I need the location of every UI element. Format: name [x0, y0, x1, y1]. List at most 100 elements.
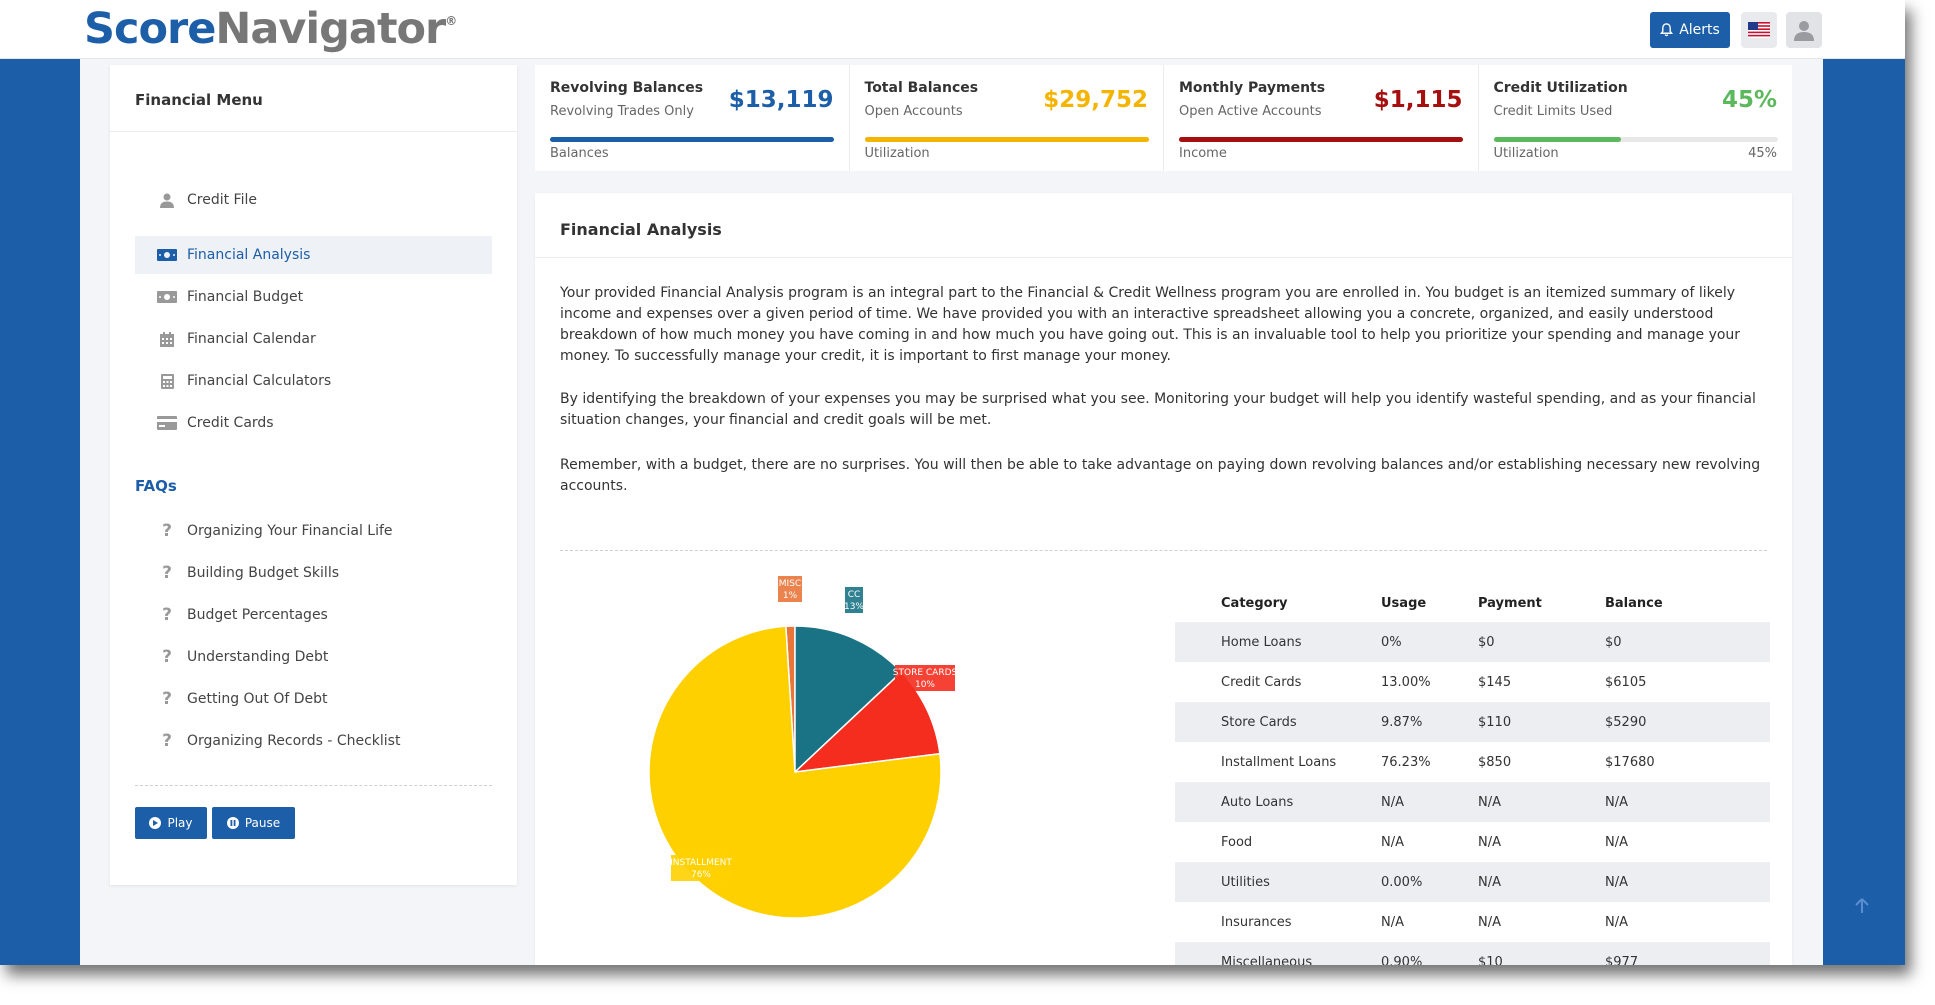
financial-menu-title: Financial Menu [135, 91, 263, 109]
stat-label: Revolving Balances [550, 80, 704, 96]
bell-icon [1660, 23, 1674, 37]
menu-item-financial-calendar[interactable]: Financial Calendar [135, 320, 492, 358]
logo-part-2: Navigator [215, 4, 446, 54]
table-cell: Home Loans [1175, 622, 1381, 662]
table-row: Food N/A N/A N/A [1175, 822, 1770, 862]
user-avatar-icon [1794, 21, 1814, 41]
menu-item-credit-file[interactable]: Credit File [135, 181, 492, 219]
table-cell: Insurances [1221, 914, 1292, 930]
pie-label-value: 13% [844, 602, 864, 612]
table-cell: N/A [1381, 834, 1404, 850]
table-cell: $10 [1478, 942, 1605, 965]
stat-total-balances: Total Balances Open Accounts $29,752 Uti… [850, 65, 1164, 171]
stat-revolving-balances: Revolving Balances Revolving Trades Only… [535, 65, 850, 171]
pause-button[interactable]: Pause [212, 807, 295, 839]
menu-item-financial-budget[interactable]: Financial Budget [135, 278, 492, 316]
table-cell: Miscellaneous [1175, 942, 1381, 965]
calculator-icon [157, 373, 177, 389]
table-cell: N/A [1478, 782, 1605, 822]
table-cell: N/A [1605, 782, 1770, 822]
table-cell: N/A [1478, 862, 1605, 902]
calendar-icon [157, 331, 177, 347]
pie-label-cc: CC 13% [844, 587, 864, 613]
table-cell: N/A [1605, 862, 1770, 902]
stat-sublabel: Credit Limits Used [1493, 104, 1613, 119]
table-cell: Store Cards [1175, 702, 1381, 742]
stat-progress-track [1493, 137, 1778, 142]
column-header[interactable]: Payment [1478, 595, 1542, 611]
stat-footer: Utilization [864, 146, 930, 161]
intro-paragraph: Your provided Financial Analysis program… [560, 285, 1741, 364]
stat-sublabel: Revolving Trades Only [550, 104, 694, 119]
table-cell: $145 [1478, 674, 1512, 690]
faq-item[interactable]: ? Building Budget Skills [135, 558, 492, 588]
table-cell: Credit Cards [1221, 674, 1302, 690]
column-header[interactable]: Balance [1605, 595, 1663, 611]
stat-footer: Income [1179, 146, 1227, 161]
menu-item-financial-analysis[interactable]: Financial Analysis [135, 236, 492, 274]
menu-item-label: Credit File [187, 192, 257, 208]
menu-item-label: Financial Calculators [187, 373, 332, 389]
menu-item-label: Financial Budget [187, 289, 304, 305]
menu-item-financial-calculators[interactable]: Financial Calculators [135, 362, 492, 400]
table-row: Utilities 0.00% N/A N/A [1175, 862, 1770, 902]
table-cell: N/A [1381, 782, 1478, 822]
faq-item[interactable]: ? Getting Out Of Debt [135, 684, 492, 714]
stat-sublabel: Open Active Accounts [1179, 104, 1322, 119]
alerts-button[interactable]: Alerts [1650, 12, 1730, 48]
pie-label-name: MISC [779, 579, 801, 589]
stat-value: 45% [1721, 87, 1777, 113]
stat-footer: Balances [550, 146, 609, 161]
stat-value: $1,115 [1373, 87, 1463, 113]
stat-footer: Utilization [1493, 146, 1559, 161]
table-row: Credit Cards 13.00% $145 $6105 [1175, 662, 1770, 702]
scroll-to-top-button[interactable] [1851, 895, 1873, 917]
arrow-up-icon [1855, 898, 1869, 913]
pause-label: Pause [244, 816, 281, 830]
pie-slice-installment[interactable] [648, 625, 942, 919]
alerts-label: Alerts [1679, 22, 1720, 38]
budget-table: Category Usage Payment Balance Home Loan… [1175, 584, 1770, 965]
credit-card-icon [157, 416, 177, 430]
question-icon: ? [162, 605, 172, 625]
financial-menu-panel: Financial Menu Credit File Financial Ana… [110, 65, 517, 885]
table-cell: 0% [1381, 622, 1478, 662]
user-menu-button[interactable] [1786, 12, 1822, 48]
faq-label: Understanding Debt [187, 649, 329, 665]
question-icon: ? [162, 647, 172, 667]
divider [110, 131, 517, 132]
table-cell: 76.23% [1381, 754, 1431, 770]
menu-item-label: Credit Cards [187, 415, 274, 431]
stat-progress-fill [550, 137, 834, 142]
table-cell: $0 [1605, 622, 1770, 662]
budget-pie-chart: MISC 1% CC 13% STORE CARDS 10% INSTALLMENT 76% [648, 576, 958, 919]
stats-row: Revolving Balances Revolving Trades Only… [535, 65, 1792, 171]
stat-label: Monthly Payments [1179, 80, 1326, 96]
faq-label: Organizing Your Financial Life [187, 523, 393, 539]
table-cell: 0.00% [1381, 862, 1478, 902]
question-icon: ? [162, 563, 172, 583]
faq-item[interactable]: ? Organizing Records - Checklist [135, 726, 492, 756]
column-header[interactable]: Usage [1381, 595, 1427, 611]
faq-item[interactable]: ? Understanding Debt [135, 642, 492, 672]
faq-label: Budget Percentages [187, 607, 328, 623]
table-cell: $977 [1605, 942, 1770, 965]
menu-item-credit-cards[interactable]: Credit Cards [135, 404, 492, 442]
question-icon: ? [162, 689, 172, 709]
logo[interactable]: ScoreNavigator® [84, 4, 457, 54]
table-row: Insurances N/A N/A N/A [1175, 902, 1770, 942]
pie-label-value: 76% [691, 870, 711, 880]
pause-icon [226, 817, 239, 829]
column-header[interactable]: Category [1221, 595, 1288, 611]
table-header-row: Category Usage Payment Balance [1175, 584, 1770, 622]
money-bill-icon [157, 249, 177, 261]
faq-item[interactable]: ? Budget Percentages [135, 600, 492, 630]
language-selector[interactable] [1741, 12, 1777, 48]
stat-credit-utilization: Credit Utilization Credit Limits Used 45… [1479, 65, 1793, 171]
pie-label-name: INSTALLMENT [670, 858, 732, 868]
faq-item[interactable]: ? Organizing Your Financial Life [135, 516, 492, 546]
table-cell: N/A [1605, 914, 1628, 930]
play-label: Play [167, 816, 193, 830]
user-icon [157, 193, 177, 208]
play-button[interactable]: Play [135, 807, 207, 839]
